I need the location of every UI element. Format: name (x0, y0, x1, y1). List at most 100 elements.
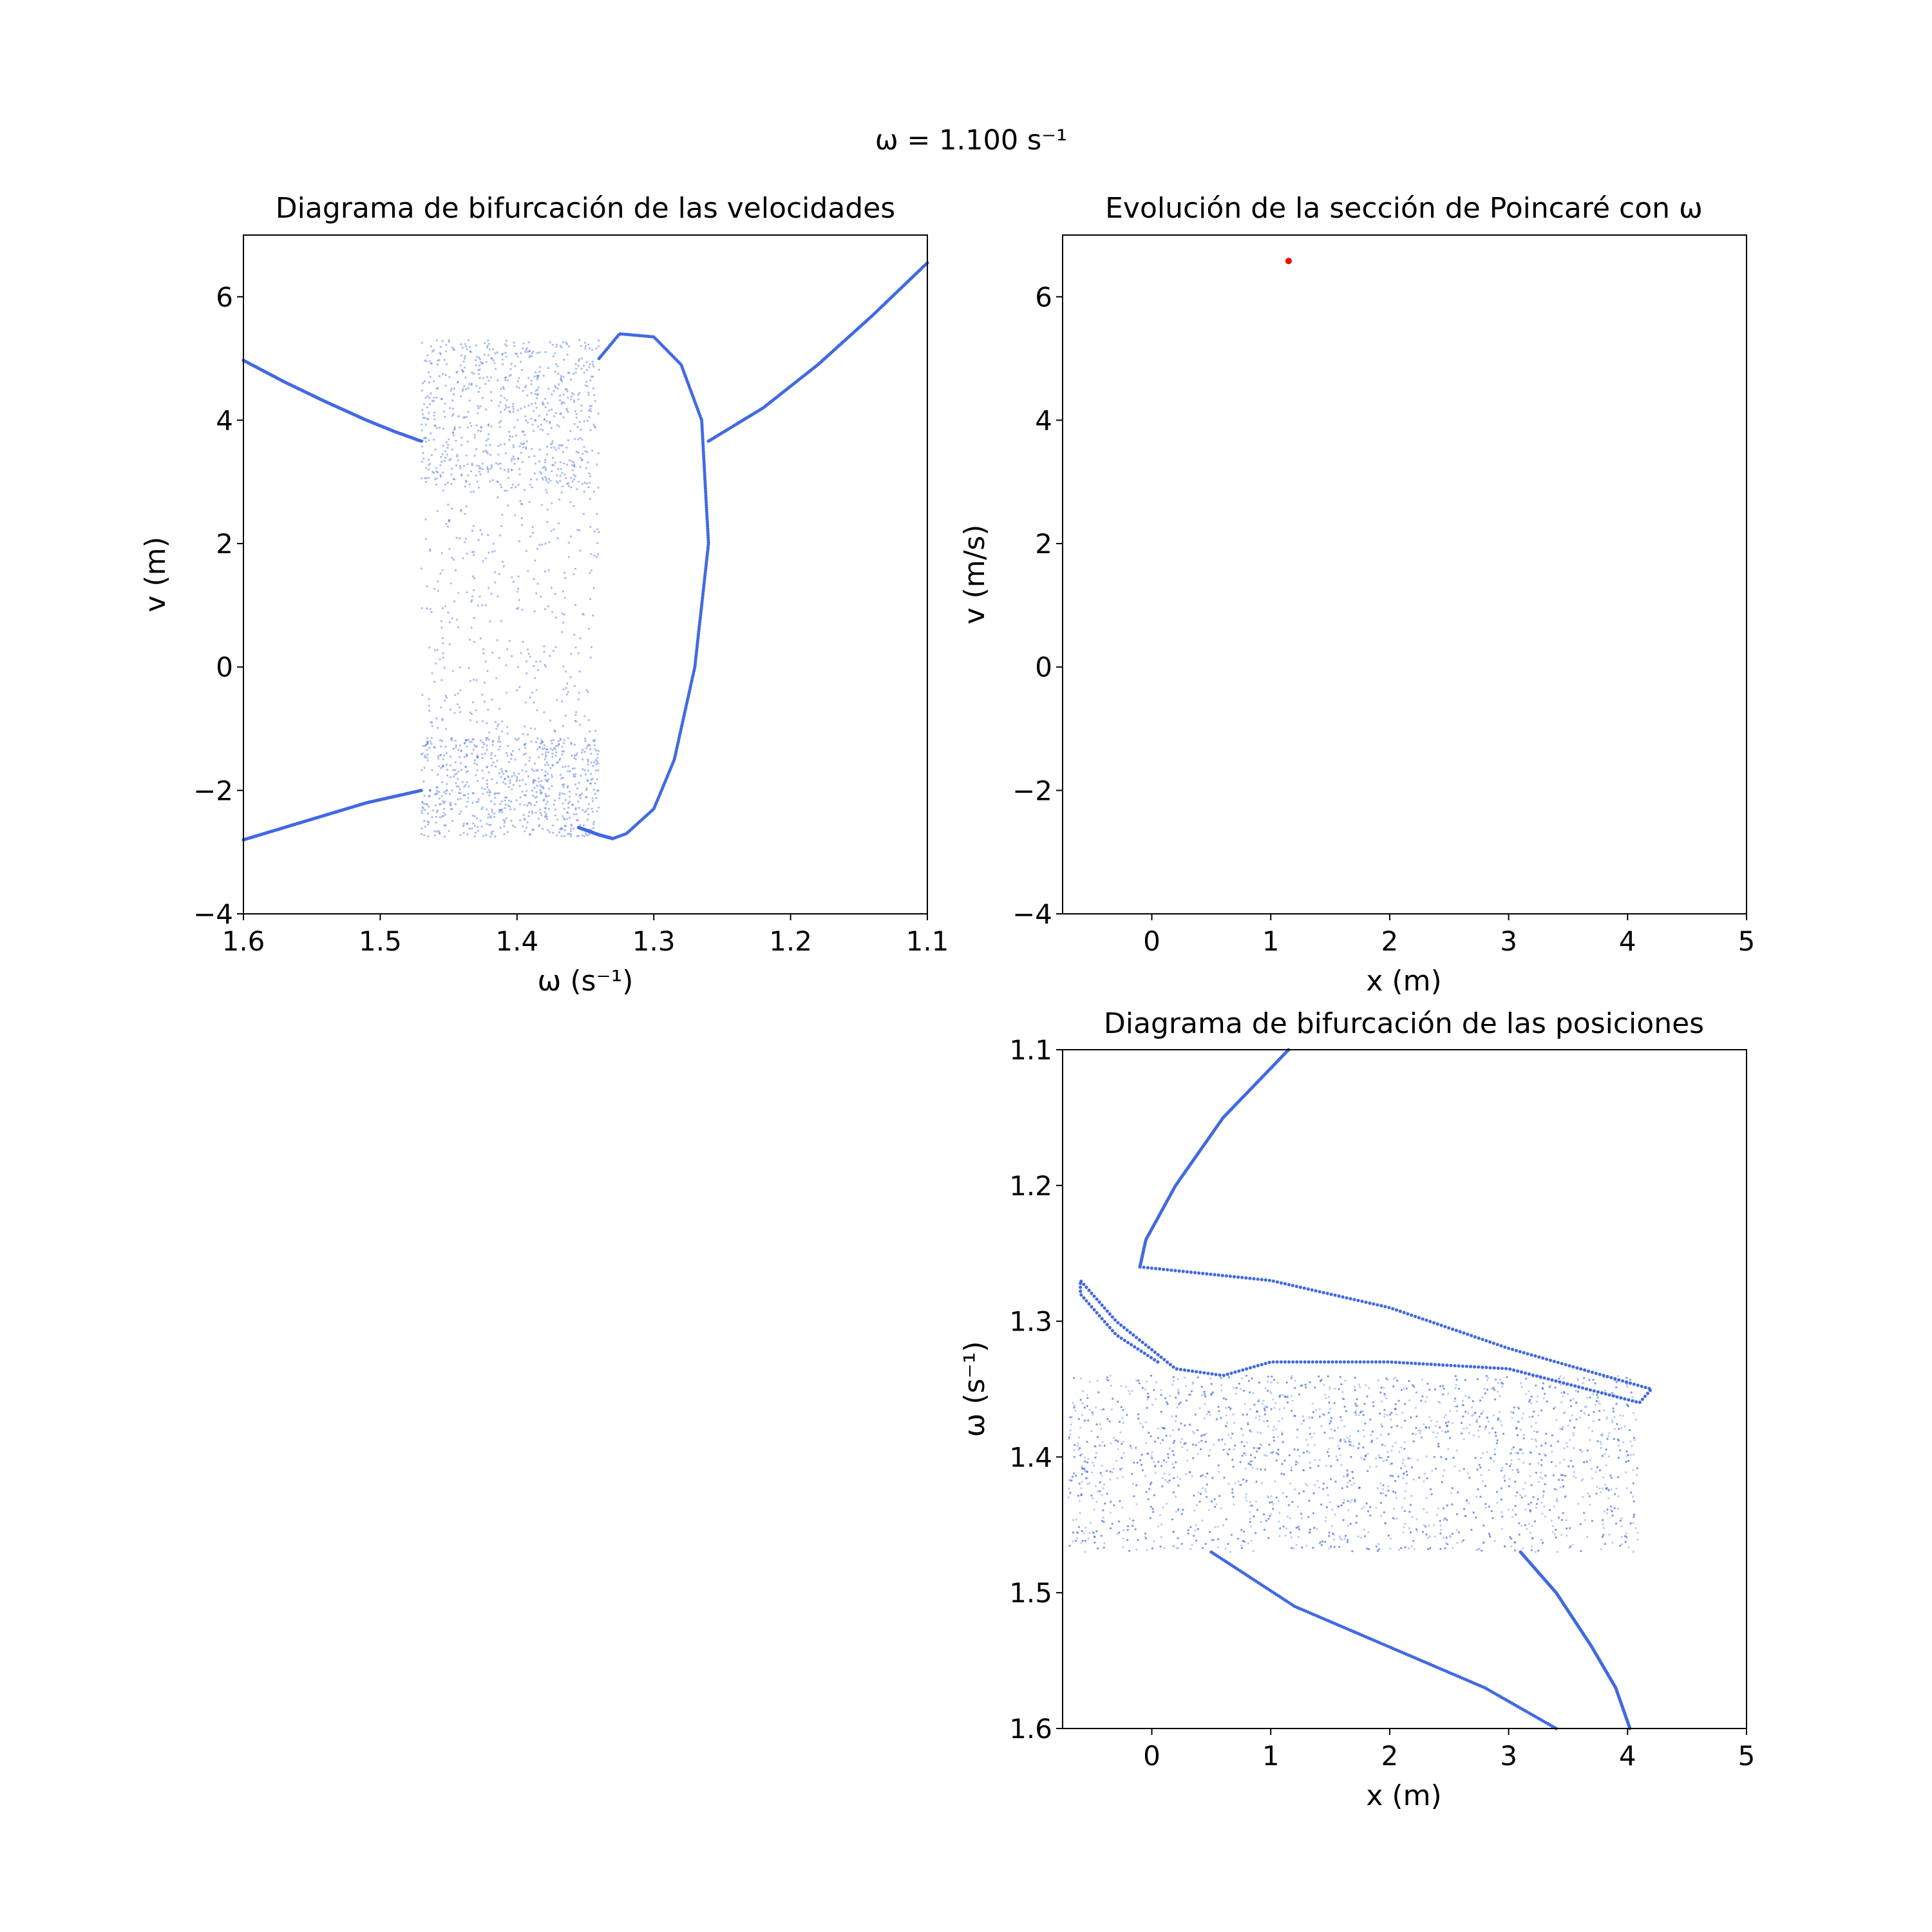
chaos-point (431, 721, 433, 724)
chaos-point (551, 742, 553, 745)
chaos-point (539, 660, 542, 663)
chaos-point (575, 413, 578, 415)
chaos-point (528, 350, 531, 352)
chaos-point (529, 354, 531, 357)
chaos-point (500, 388, 502, 390)
chaos-point (478, 465, 480, 468)
chaos-point (1080, 1487, 1083, 1490)
chaos-point (579, 466, 582, 468)
chaos-point (1477, 1378, 1479, 1381)
chaos-point (429, 403, 431, 406)
bifurcation-point (1378, 1360, 1382, 1364)
chaos-point (1249, 1391, 1251, 1394)
chaos-point (578, 480, 580, 483)
chaos-point (531, 692, 534, 694)
chaos-point (1087, 1537, 1090, 1540)
chaos-point (1509, 1464, 1511, 1467)
chaos-point (1376, 1487, 1379, 1490)
bifurcation-point (1220, 1274, 1224, 1278)
chaos-point (510, 363, 513, 365)
chaos-point (1597, 1400, 1600, 1403)
chaos-point (1428, 1524, 1430, 1527)
chaos-point (498, 792, 500, 795)
chaos-point (426, 757, 428, 759)
chaos-point (589, 405, 591, 408)
bifurcation-point (1575, 1366, 1579, 1370)
bifurcation-point (1206, 1372, 1210, 1376)
chaos-point (1559, 1486, 1562, 1488)
chaos-point (1300, 1517, 1303, 1520)
bifurcation-point (1516, 1369, 1520, 1373)
chaos-point (1075, 1474, 1077, 1477)
chaos-point (547, 778, 550, 781)
chaos-point (439, 474, 442, 477)
chaos-point (1566, 1442, 1568, 1444)
chaos-point (1535, 1502, 1539, 1505)
chaos-point (562, 341, 565, 344)
chaos-point (435, 717, 438, 720)
chaos-point (589, 782, 592, 785)
chaos-point (1408, 1379, 1410, 1383)
chaos-point (480, 426, 482, 428)
chaos-point (1275, 1496, 1278, 1499)
chaos-point (491, 479, 494, 482)
chaos-point (475, 774, 477, 777)
chaos-point (577, 438, 580, 440)
chaos-point (491, 752, 493, 754)
chaos-point (1320, 1379, 1322, 1383)
chaos-point (433, 471, 435, 474)
chaos-point (1505, 1463, 1508, 1465)
chaos-point (439, 753, 442, 756)
chaos-point (1379, 1456, 1381, 1459)
chaos-point (1356, 1515, 1358, 1517)
chaos-point (476, 817, 478, 820)
chaos-point (1281, 1463, 1283, 1465)
chaos-point (1365, 1502, 1368, 1505)
chaos-point (484, 604, 488, 607)
chaos-point (1617, 1495, 1620, 1497)
chaos-point (493, 362, 496, 365)
chaos-point (512, 784, 515, 786)
chaos-point (466, 822, 468, 825)
chaos-point (1564, 1495, 1566, 1498)
chaos-point (1443, 1469, 1446, 1472)
chaos-point (1191, 1430, 1194, 1433)
chaos-point (1540, 1459, 1543, 1461)
chaos-point (1322, 1488, 1325, 1490)
chaos-point (1515, 1452, 1518, 1454)
chaos-point (594, 400, 596, 402)
chaos-point (1152, 1511, 1155, 1513)
chaos-point (475, 709, 477, 712)
chaos-point (587, 719, 590, 721)
chaos-point (536, 376, 539, 379)
chaos-point (459, 744, 462, 746)
chaos-point (1522, 1437, 1525, 1440)
chaos-point (453, 712, 456, 714)
chaos-point (473, 433, 476, 436)
chaos-point (462, 825, 465, 828)
chaos-point (461, 781, 464, 783)
chaos-point (1381, 1457, 1383, 1459)
chaos-point (1347, 1539, 1349, 1541)
chaos-point (525, 826, 528, 829)
chaos-point (1424, 1401, 1426, 1403)
chaos-point (518, 599, 520, 601)
bifurcation-point (1179, 1367, 1182, 1372)
chaos-point (550, 443, 553, 446)
chaos-point (442, 444, 444, 447)
chaos-point (1385, 1459, 1388, 1462)
bifurcation-point (1142, 1351, 1146, 1355)
chaos-point (436, 509, 439, 512)
chaos-point (494, 835, 497, 838)
chaos-point (1615, 1522, 1618, 1525)
chaos-point (451, 556, 453, 559)
bifurcation-point (1468, 1365, 1473, 1368)
chaos-point (421, 769, 423, 772)
chaos-point (529, 484, 531, 486)
chaos-point (1094, 1541, 1096, 1544)
chaos-point (1270, 1381, 1273, 1384)
chaos-point (578, 339, 581, 341)
chaos-point (1463, 1427, 1465, 1430)
chaos-point (471, 551, 474, 553)
chaos-point (569, 535, 572, 538)
